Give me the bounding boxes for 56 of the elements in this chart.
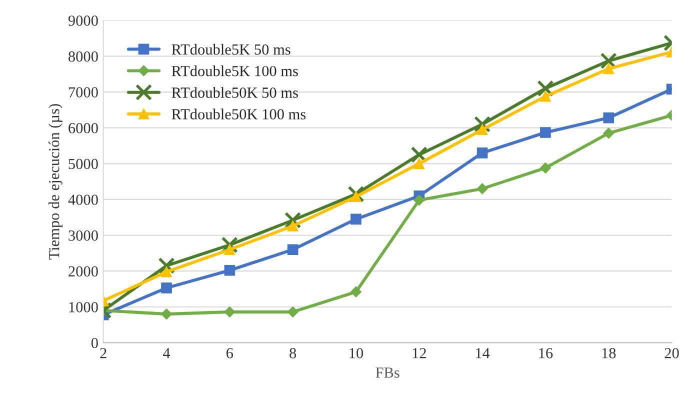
point	[476, 183, 488, 194]
point	[287, 220, 298, 232]
y-tick-label: 9000	[68, 16, 98, 26]
x-tick-label: 14	[476, 348, 490, 358]
point	[350, 286, 362, 298]
point	[348, 186, 364, 202]
point	[284, 212, 302, 229]
x-tick-label: 10	[350, 348, 364, 358]
x-tick-label: 12	[412, 348, 426, 358]
point	[540, 162, 551, 174]
x-axis-title: FBs	[376, 368, 400, 378]
point	[287, 244, 298, 256]
point	[540, 127, 551, 138]
x-tick-label: 6	[226, 348, 234, 358]
x-tick-label: 2	[100, 348, 106, 358]
point	[224, 264, 236, 276]
point	[603, 63, 614, 74]
y-axis-title: Tiempo de ejecución (µs)	[48, 104, 62, 260]
point	[474, 116, 491, 133]
x-tick-label: 16	[539, 348, 553, 358]
x-tick-label: 18	[602, 348, 616, 358]
y-tick-label: 1000	[69, 302, 98, 312]
point	[414, 158, 425, 170]
point	[287, 306, 298, 318]
point	[350, 191, 362, 202]
point	[540, 90, 551, 102]
y-tick-label: 5000	[68, 158, 98, 170]
point	[603, 128, 614, 139]
x-tick-label: 20	[664, 348, 679, 358]
legend-label: RTdouble50K 50 ms	[172, 87, 298, 98]
y-tick-label: 4000	[68, 194, 98, 205]
y-tick-label: 3000	[68, 230, 98, 241]
x-tick-label: 8	[290, 348, 296, 358]
point	[161, 282, 172, 294]
legend-label: RTdouble5K 50 ms	[172, 44, 290, 55]
legend-label: RTdouble5K 100 ms	[172, 66, 298, 76]
y-tick-label: 7000	[68, 87, 98, 98]
point	[224, 244, 236, 256]
point	[476, 147, 488, 158]
point	[410, 146, 428, 164]
point	[350, 214, 362, 225]
point	[224, 306, 236, 318]
point	[161, 308, 172, 320]
point	[414, 194, 425, 206]
x-tick-label: 4	[162, 348, 170, 358]
y-tick-label: 0	[91, 338, 98, 348]
point	[161, 266, 172, 278]
point	[158, 257, 175, 274]
point	[537, 80, 554, 97]
point	[476, 124, 488, 136]
point	[603, 112, 614, 124]
legend-label: RTdouble50K 100 ms	[172, 108, 306, 120]
y-tick-label: 6000	[68, 122, 98, 134]
point	[600, 52, 617, 70]
y-tick-label: 8000	[68, 51, 98, 62]
y-tick-label: 2000	[68, 266, 98, 277]
